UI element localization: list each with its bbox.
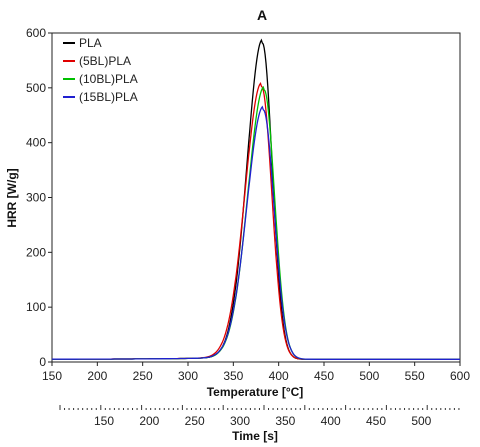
y-tick-label: 400 (26, 136, 46, 150)
series-lines (52, 38, 460, 360)
chart-title: A (257, 7, 267, 23)
x-tick-label: 150 (42, 369, 62, 383)
legend-label: PLA (79, 36, 102, 50)
y-tick-label: 500 (26, 81, 46, 95)
legend: PLA (5BL)PLA (10BL)PLA (15BL)PLA (63, 36, 138, 104)
time-tick-label: 250 (185, 414, 205, 428)
series-line (52, 38, 460, 360)
x-tick-label: 400 (269, 369, 289, 383)
x-axis: 150 200 250 300 350 400 450 500 550 600 (42, 362, 470, 383)
x-tick-label: 200 (87, 369, 107, 383)
y-tick-label: 100 (26, 300, 46, 314)
x-tick-label: 300 (178, 369, 198, 383)
time-tick-label: 300 (230, 414, 250, 428)
time-tick-label: 500 (411, 414, 431, 428)
legend-label: (10BL)PLA (79, 72, 138, 86)
series-line (52, 105, 460, 360)
x-tick-label: 550 (405, 369, 425, 383)
time-tick-label: 150 (94, 414, 114, 428)
y-tick-label: 200 (26, 245, 46, 259)
time-tick-label: 400 (321, 414, 341, 428)
series-line (52, 81, 460, 360)
y-tick-label: 600 (26, 26, 46, 40)
x-tick-label: 350 (223, 369, 243, 383)
time-tick-label: 350 (275, 414, 295, 428)
secondary-time-axis: 150 200 250 300 350 400 450 500 (59, 405, 460, 428)
x-axis-title: Temperature [°C] (207, 385, 304, 399)
time-tick-label: 200 (139, 414, 159, 428)
y-axis: 0 100 200 300 400 500 600 (26, 26, 52, 369)
time-tick-label: 450 (366, 414, 386, 428)
time-axis-title: Time [s] (232, 429, 278, 443)
x-tick-label: 600 (450, 369, 470, 383)
legend-label: (5BL)PLA (79, 54, 131, 68)
y-axis-title: HRR [W/g] (5, 168, 19, 227)
x-tick-label: 250 (133, 369, 153, 383)
x-tick-label: 500 (359, 369, 379, 383)
x-tick-label: 450 (314, 369, 334, 383)
y-tick-label: 0 (39, 355, 46, 369)
y-tick-label: 300 (26, 191, 46, 205)
legend-label: (15BL)PLA (79, 90, 138, 104)
